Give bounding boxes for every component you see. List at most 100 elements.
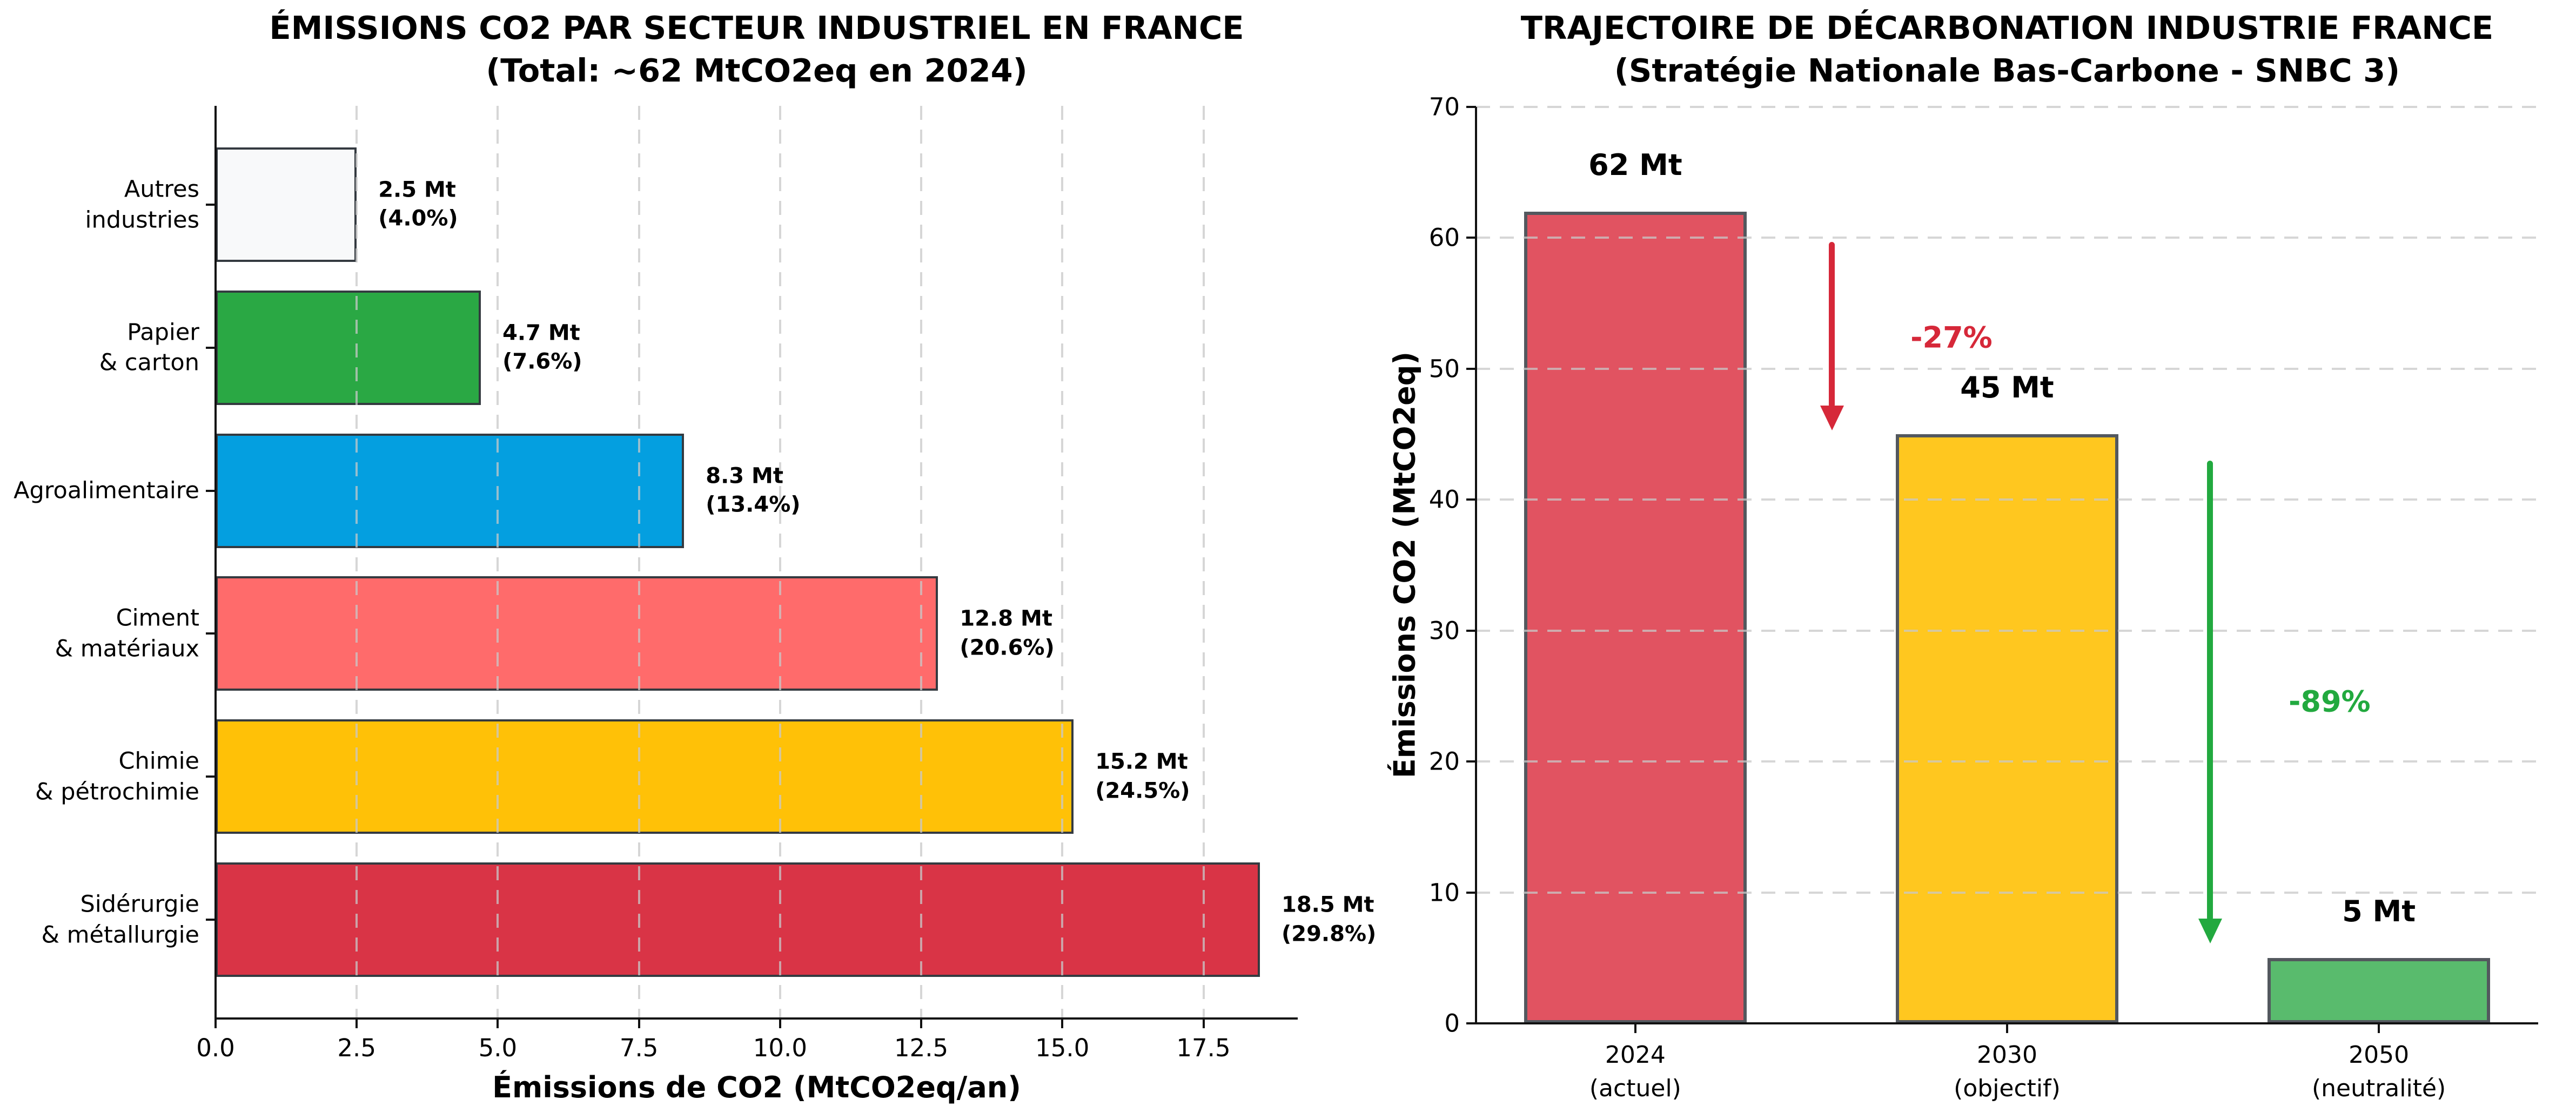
gridline (1476, 760, 2538, 763)
x-tick-label: 15.0 (1035, 1034, 1090, 1062)
y-axis-spine (214, 106, 217, 1018)
gridline (1202, 106, 1205, 1018)
bar-value-label-line: 18.5 Mt (1281, 892, 1374, 918)
bar-value-label-line: (29.8%) (1281, 921, 1377, 947)
y-tick-label: 20 (1428, 747, 1460, 776)
x-tick-label: 12.5 (894, 1034, 949, 1062)
y-tick-mark (206, 203, 216, 206)
y-tick-label: 10 (1428, 878, 1460, 907)
bar-value-label-line: (20.6%) (960, 635, 1055, 660)
bar-value-label: 12.8 Mt (20.6%) (960, 605, 1054, 663)
y-tick-mark (1466, 367, 1476, 370)
category-label: Chimie & pétrochimie (13, 746, 199, 808)
bar-value-label-line: 12.8 Mt (960, 606, 1052, 631)
bar-papier-carton (216, 290, 481, 405)
gridline (497, 106, 499, 1018)
bar-2030-objectif (1896, 434, 2118, 1023)
bar-value-label-line: 8.3 Mt (706, 463, 783, 488)
x-tick-mark (355, 1018, 358, 1028)
bar-ciment-materiaux (216, 576, 938, 691)
reduction-percent-label: -27% (1910, 320, 1993, 355)
bar-value-label-line: 2.5 Mt (378, 177, 456, 203)
x-tick-mark (779, 1018, 781, 1028)
y-tick-label: 50 (1428, 354, 1460, 383)
category-label-line: Chimie (118, 747, 199, 775)
bar-2050-neutralite (2268, 957, 2491, 1023)
bar-value-label: 45 Mt (1960, 370, 2054, 405)
y-tick-mark (1466, 106, 1476, 108)
category-label-line: Ciment (116, 604, 199, 632)
y-tick-mark (1466, 760, 1476, 763)
bar-value-label: 62 Mt (1588, 147, 1682, 182)
category-label-line: (neutralité) (2311, 1075, 2446, 1103)
x-tick-label: 5.0 (478, 1034, 518, 1062)
reduction-percent-label: -89% (2288, 684, 2371, 719)
x-axis-spine (214, 1017, 1298, 1020)
x-tick-mark (1202, 1018, 1205, 1028)
gridline (920, 106, 923, 1018)
bar-value-label-line: (7.6%) (502, 349, 582, 374)
x-tick-label: 17.5 (1176, 1034, 1231, 1062)
x-tick-mark (638, 1018, 640, 1028)
reduction-arrow-head-icon (2198, 919, 2222, 944)
right-chart-title: TRAJECTOIRE DE DÉCARBONATION INDUSTRIE F… (1476, 6, 2538, 92)
x-tick-label: 2.5 (337, 1034, 376, 1062)
category-label: Autres industries (13, 174, 200, 235)
left-chart-title: ÉMISSIONS CO2 PAR SECTEUR INDUSTRIEL EN … (216, 6, 1298, 92)
category-label-line: 2030 (1977, 1041, 2037, 1069)
bar-agroalimentaire (216, 433, 685, 548)
gridline (355, 106, 358, 1018)
category-label-line: & carton (99, 349, 199, 376)
category-label: 2024 (actuel) (1500, 1038, 1770, 1106)
category-label: 2050 (neutralité) (2244, 1038, 2514, 1106)
bar-siderurgie-metallurgie (216, 862, 1260, 977)
category-label: Papier & carton (13, 317, 199, 379)
category-label-line: (actuel) (1589, 1075, 1681, 1103)
y-tick-mark (1466, 1022, 1476, 1024)
y-tick-mark (206, 632, 216, 635)
y-tick-mark (206, 775, 216, 778)
gridline (1476, 106, 2538, 108)
bar-chimie-petrochimie (216, 719, 1074, 834)
y-tick-label: 40 (1428, 485, 1460, 514)
category-label-line: (objectif) (1954, 1075, 2061, 1103)
bar-value-label-line: 15.2 Mt (1095, 749, 1188, 774)
x-tick-mark (214, 1018, 217, 1028)
bar-2024-actuel (1524, 211, 1747, 1023)
gridline (1061, 106, 1064, 1018)
y-tick-mark (1466, 237, 1476, 239)
y-tick-mark (206, 919, 216, 921)
x-tick-mark (1634, 1023, 1636, 1033)
category-label-line: 2050 (2349, 1041, 2410, 1069)
bar-value-label: 15.2 Mt (24.5%) (1095, 748, 1190, 806)
reduction-arrow-icon (2207, 460, 2213, 921)
x-tick-mark (920, 1018, 923, 1028)
right-chart-title-line1: TRAJECTOIRE DE DÉCARBONATION INDUSTRIE F… (1520, 9, 2494, 46)
bar-value-label-line: (13.4%) (706, 492, 801, 517)
bar-value-label: 4.7 Mt (7.6%) (502, 319, 582, 376)
gridline (779, 106, 781, 1018)
category-label: Sidérurgie & métallurgie (13, 889, 199, 950)
y-tick-label: 60 (1428, 223, 1460, 252)
category-label-line: & matériaux (55, 635, 199, 663)
gridline (1476, 367, 2538, 370)
category-label-line: Sidérurgie (80, 891, 199, 918)
y-tick-mark (1466, 498, 1476, 501)
category-label-line: industries (85, 206, 200, 233)
category-label-line: 2024 (1605, 1041, 1666, 1069)
category-label: Agroalimentaire (13, 475, 199, 506)
gridline (638, 106, 640, 1018)
y-tick-mark (206, 489, 216, 492)
gridline (1476, 891, 2538, 894)
y-axis-spine (1475, 107, 1477, 1024)
reduction-arrow-head-icon (1820, 405, 1844, 430)
gridline (1476, 629, 2538, 632)
left-chart-title-line2: (Total: ~62 MtCO2eq en 2024) (486, 52, 1028, 90)
x-tick-mark (497, 1018, 499, 1028)
bar-value-label: 2.5 Mt (4.0%) (378, 176, 458, 233)
left-x-axis-label: Émissions de CO2 (MtCO2eq/an) (492, 1070, 1021, 1104)
reduction-arrow-icon (1829, 241, 1835, 408)
left-plot-area: 0.0 2.5 5.0 7.5 10.0 12.5 15.0 17.5 Autres indust… (14, 106, 1376, 1062)
y-tick-label: 70 (1428, 92, 1460, 122)
